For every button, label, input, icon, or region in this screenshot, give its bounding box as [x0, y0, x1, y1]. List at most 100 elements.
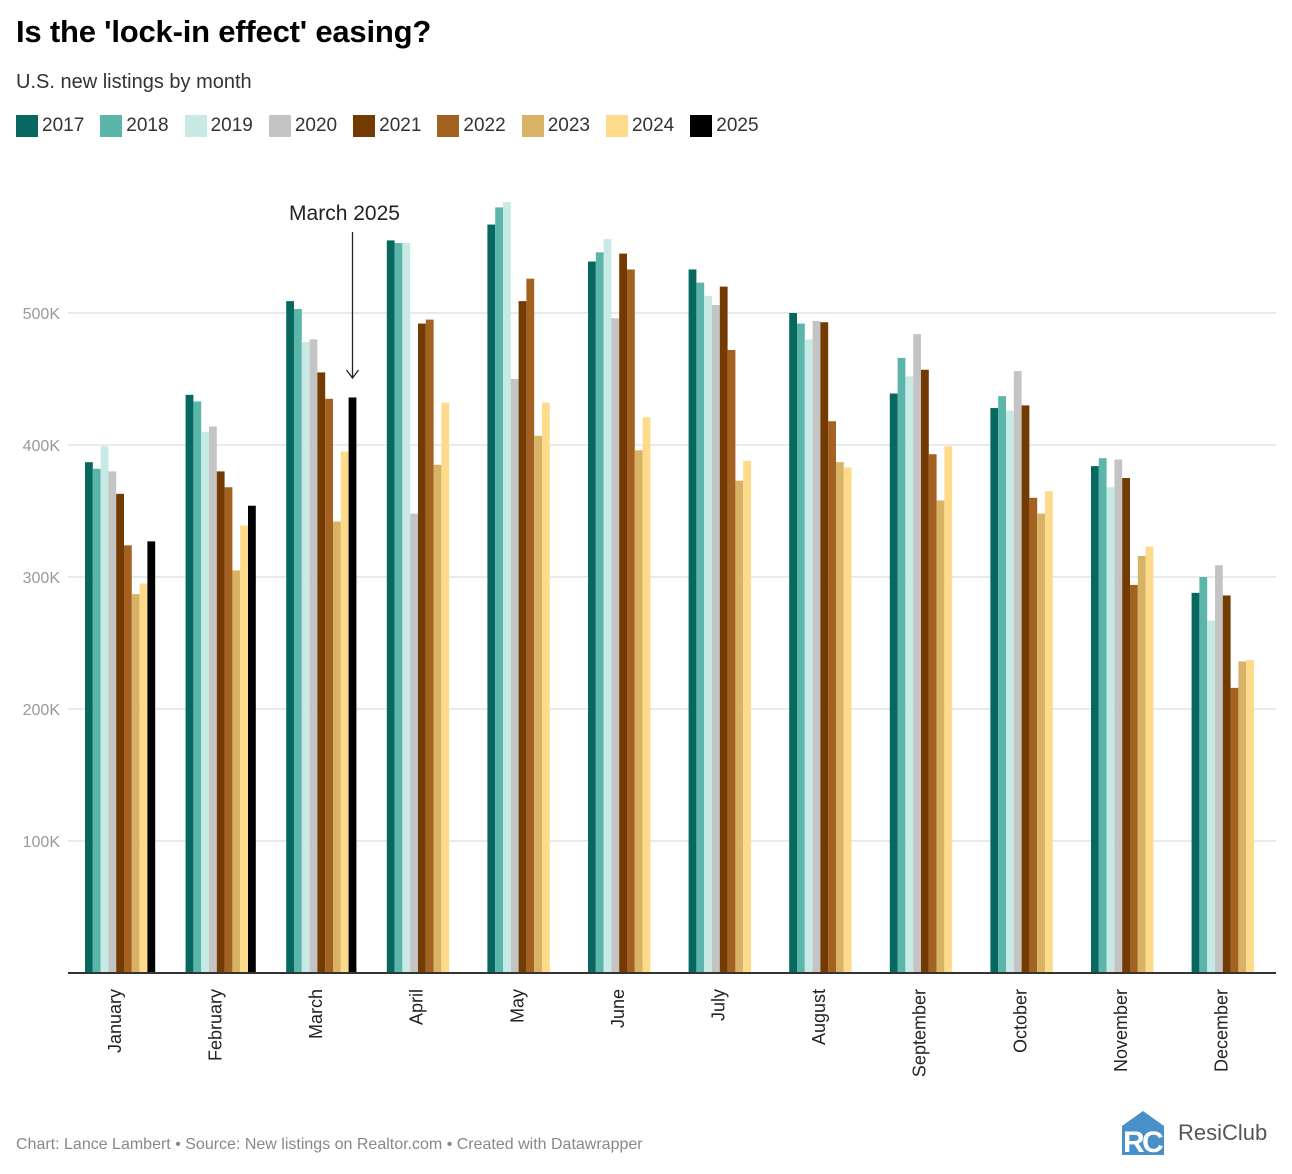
legend-item-2025: 2025	[690, 115, 759, 137]
bar-2025-january	[147, 541, 156, 973]
legend-swatch	[268, 115, 291, 137]
bar-2023-april	[433, 464, 442, 973]
bar-2017-may	[487, 224, 496, 973]
legend-swatch	[353, 115, 376, 137]
bar-2017-february	[185, 394, 194, 974]
legend-item-2023: 2023	[521, 115, 590, 137]
bar-2020-april	[410, 513, 418, 973]
legend-swatch	[16, 115, 38, 137]
bar-2017-april	[386, 240, 395, 973]
bar-2021-november	[1122, 478, 1130, 973]
resiclub-logo-icon: R C	[1122, 1111, 1164, 1156]
bar-2024-january	[139, 583, 148, 973]
bar-2024-december	[1246, 660, 1254, 973]
bar-2020-march	[309, 339, 318, 973]
y-tick-label: 100K	[23, 834, 61, 851]
bar-2023-february	[232, 570, 241, 973]
bar-2018-may	[495, 207, 503, 973]
legend-label: 2019	[210, 115, 253, 136]
bar-2020-november	[1114, 459, 1123, 973]
bar-2017-august	[789, 313, 797, 973]
x-tick-label: September	[910, 989, 930, 1077]
legend-label: 2021	[379, 115, 422, 136]
bar-2022-august	[828, 421, 836, 973]
bars	[68, 202, 1276, 974]
bar-2021-october	[1021, 405, 1030, 973]
bar-2018-november	[1098, 458, 1107, 973]
bar-2024-september	[944, 446, 953, 973]
bar-2024-march	[340, 451, 349, 974]
bar-2021-february	[216, 471, 225, 973]
bar-2019-june	[603, 239, 612, 973]
bar-2019-march	[301, 342, 310, 973]
bar-2024-november	[1145, 546, 1154, 973]
bar-2019-may	[503, 202, 511, 973]
bar-2020-february	[209, 426, 217, 973]
bar-2018-july	[696, 282, 705, 973]
legend-item-2022: 2022	[437, 115, 506, 137]
bar-2021-april	[418, 323, 426, 973]
bar-2025-march	[348, 397, 357, 974]
bar-2018-march	[294, 309, 302, 973]
bar-2017-january	[85, 462, 93, 973]
legend-swatch	[437, 115, 460, 137]
bar-2024-may	[542, 402, 550, 973]
bar-2019-october	[1006, 410, 1014, 973]
bar-2020-june	[611, 318, 620, 973]
bar-2024-october	[1045, 491, 1053, 973]
x-tick-label: August	[809, 989, 829, 1045]
bar-2025-february	[248, 505, 256, 973]
legend-item-2021: 2021	[353, 115, 421, 137]
bar-2018-august	[797, 323, 805, 973]
x-tick-label: June	[608, 989, 628, 1028]
bar-2017-september	[889, 393, 898, 973]
bar-2021-june	[619, 253, 627, 974]
chart-title: Is the 'lock-in effect' easing?	[16, 14, 432, 49]
bar-2019-january	[100, 446, 109, 973]
bar-2022-september	[928, 454, 937, 973]
y-tick-label: 200K	[23, 702, 61, 719]
bar-2018-september	[897, 357, 906, 973]
bar-2023-december	[1238, 661, 1247, 973]
bar-2022-october	[1029, 497, 1038, 973]
bar-2020-july	[712, 305, 720, 974]
bar-2020-september	[913, 334, 921, 973]
bar-2018-january	[92, 468, 101, 973]
bar-2024-april	[441, 402, 450, 973]
bar-2021-march	[317, 372, 326, 973]
bar-2021-january	[116, 493, 124, 973]
bar-2017-june	[588, 261, 596, 973]
chart-subtitle: U.S. new listings by month	[16, 71, 252, 93]
bar-2022-june	[627, 269, 635, 973]
resiclub-logo: R C ResiClub	[1120, 1110, 1267, 1156]
logo-text: ResiClub	[1178, 1120, 1268, 1145]
legend-label: 2017	[42, 115, 85, 136]
bar-2017-december	[1191, 592, 1200, 973]
y-tick-label: 500K	[23, 306, 61, 323]
y-tick-label: 400K	[23, 438, 61, 455]
svg-text:C: C	[1142, 1126, 1164, 1156]
legend: 2017 2018 2019 2020 2021 2022 2023 2024 …	[16, 115, 775, 137]
bar-2024-february	[240, 525, 248, 973]
bar-2020-august	[812, 320, 821, 973]
bar-2018-april	[394, 243, 403, 974]
bar-2019-august	[804, 339, 813, 973]
bar-2023-january	[131, 594, 140, 973]
bar-2021-july	[719, 286, 728, 974]
x-tick-label: February	[205, 989, 225, 1061]
bar-2019-september	[905, 376, 914, 973]
legend-label: 2022	[463, 115, 506, 136]
x-tick-label: March	[306, 989, 326, 1039]
bar-2021-august	[820, 322, 829, 973]
bar-2023-october	[1037, 513, 1045, 973]
annotation: March 2025	[289, 202, 400, 380]
x-tick-label: November	[1111, 989, 1131, 1072]
svg-text:R: R	[1123, 1126, 1145, 1156]
bar-2019-july	[704, 295, 712, 974]
bar-2017-july	[688, 269, 697, 973]
x-tick-label: July	[708, 989, 728, 1021]
bar-2024-july	[743, 460, 751, 974]
bar-2023-march	[333, 521, 341, 973]
bar-2020-october	[1013, 371, 1022, 974]
